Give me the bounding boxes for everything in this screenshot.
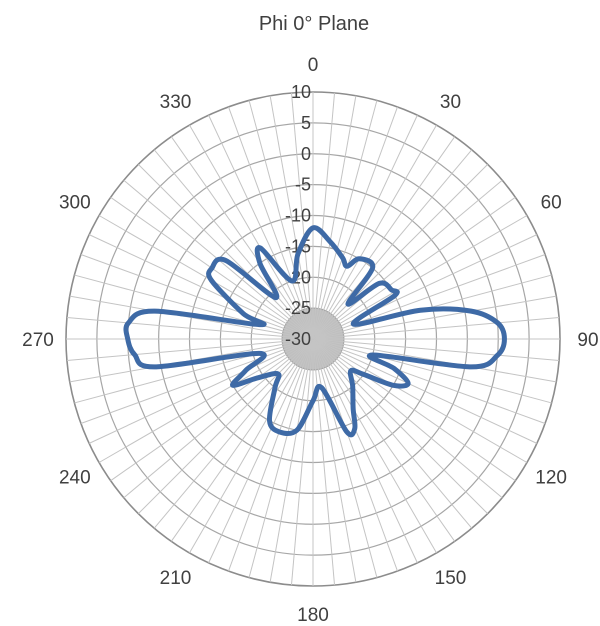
grid-spoke	[312, 338, 336, 586]
radial-tick-label: 10	[291, 82, 311, 102]
grid-spoke	[312, 295, 557, 340]
angle-tick-label: 240	[59, 468, 91, 489]
grid-spoke	[189, 124, 314, 340]
grid-spoke	[312, 316, 560, 340]
grid-spoke	[312, 338, 489, 515]
grid-spoke	[110, 338, 314, 482]
grid-spoke	[312, 338, 378, 578]
grid-spoke	[312, 338, 528, 463]
angle-tick-label: 30	[440, 92, 461, 113]
grid-spoke	[269, 95, 314, 340]
grid-spoke	[228, 338, 314, 572]
angle-tick-label: 180	[297, 605, 329, 626]
grid-spoke	[312, 338, 538, 444]
angle-tick-label: 300	[59, 193, 91, 214]
grid-spoke	[74, 274, 314, 340]
grid-spoke	[312, 234, 538, 340]
angle-tick-label: 0	[308, 55, 319, 76]
grid-spoke	[189, 338, 314, 554]
series-line	[123, 225, 507, 438]
angle-tick-labels: 0 30 60 90 120 150 180 210 240 270 300 330	[22, 55, 598, 626]
radial-tick-label: 0	[301, 144, 311, 164]
chart-title: Phi 0° Plane	[259, 13, 369, 35]
grid-spoke	[66, 338, 314, 362]
grid-spoke	[312, 338, 503, 499]
grid-spoke	[312, 338, 473, 529]
grid-spoke	[312, 338, 398, 572]
grid-spoke	[312, 338, 560, 362]
grid-spoke	[137, 338, 314, 515]
grid-spoke	[170, 136, 314, 340]
grid-spoke	[312, 163, 489, 340]
grid-spoke	[248, 338, 314, 578]
grid-spoke	[66, 316, 314, 340]
grid-spoke	[312, 215, 528, 340]
angle-tick-label: 270	[22, 330, 54, 351]
grid-spoke	[312, 149, 473, 340]
grid-spoke	[98, 338, 314, 463]
grid-spoke	[80, 338, 314, 424]
grid-spoke	[312, 179, 503, 340]
angle-tick-label: 210	[160, 568, 192, 589]
grid-spoke	[269, 338, 314, 583]
grid-spoke	[123, 338, 314, 499]
grid-spoke	[312, 95, 357, 340]
radial-tick-label: -30	[285, 329, 311, 349]
polar-grid	[65, 91, 561, 587]
grid-spoke	[312, 338, 418, 564]
angle-tick-label: 150	[435, 568, 467, 589]
angle-tick-label: 330	[160, 92, 192, 113]
grid-spoke	[88, 338, 314, 444]
grid-spoke	[153, 338, 314, 529]
grid-spoke	[312, 338, 437, 554]
angle-tick-label: 60	[541, 193, 562, 214]
grid-spoke	[208, 114, 314, 340]
radial-tick-label: -10	[285, 206, 311, 226]
grid-spoke	[137, 163, 314, 340]
grid-spoke	[153, 149, 314, 340]
grid-spoke	[88, 234, 314, 340]
grid-spoke	[312, 196, 516, 340]
angle-tick-label: 90	[577, 330, 598, 351]
grid-spoke	[312, 338, 516, 482]
grid-spoke	[312, 92, 336, 340]
grid-spoke	[312, 100, 378, 340]
radial-tick-label: -5	[295, 175, 311, 195]
radial-tick-label: 5	[301, 113, 311, 133]
grid-spoke	[74, 338, 314, 404]
grid-spoke	[248, 100, 314, 340]
grid-spoke	[208, 338, 314, 564]
grid-spoke	[312, 338, 456, 542]
angle-tick-label: 120	[535, 468, 567, 489]
grid-spoke	[312, 124, 437, 340]
grid-spoke	[80, 254, 314, 340]
grid-spoke	[312, 338, 557, 383]
grid-spoke	[312, 338, 552, 404]
grid-spoke	[98, 215, 314, 340]
grid-spoke	[290, 338, 314, 586]
grid-spoke	[312, 338, 546, 424]
grid-spoke	[228, 106, 314, 340]
series-layer	[123, 225, 507, 438]
grid-spoke	[312, 338, 357, 583]
grid-spoke	[312, 106, 398, 340]
grid-spoke	[170, 338, 314, 542]
grid-spoke	[290, 92, 314, 340]
radial-tick-label: -25	[285, 298, 311, 318]
grid-spoke	[312, 114, 418, 340]
grid-spoke	[312, 136, 456, 340]
